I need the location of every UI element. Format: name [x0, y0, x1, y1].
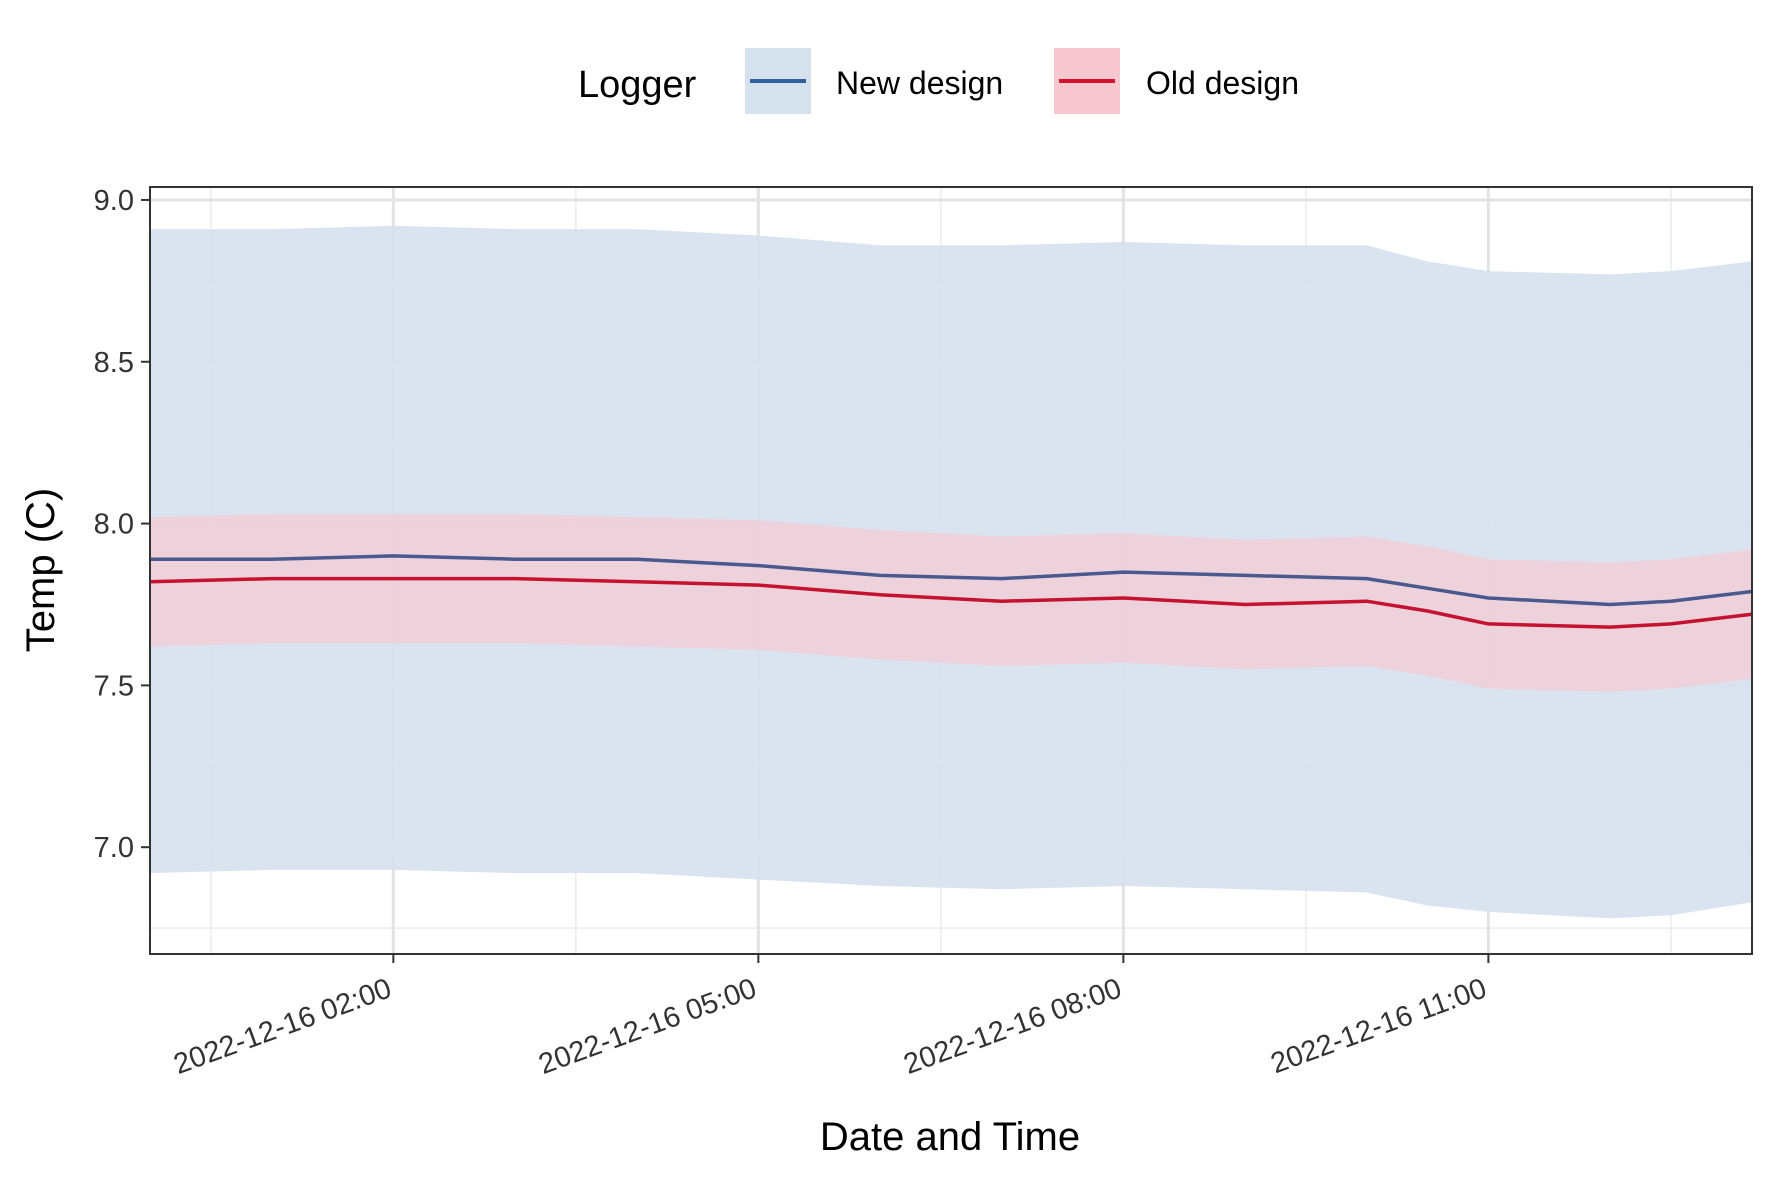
x-axis-title: Date and Time [820, 1115, 1080, 1159]
line-old-design [149, 576, 1753, 629]
y-tick-label: 8.5 [94, 347, 134, 379]
y-axis: 7.0 7.5 8.0 8.5 9.0 [94, 185, 150, 864]
line-new-design [150, 554, 1753, 607]
series-lines [149, 554, 1753, 629]
plot-area [149, 186, 1753, 955]
plot-border [149, 186, 1753, 955]
y-tick-label: 8.0 [94, 509, 134, 541]
legend: Logger New design Old design [578, 48, 1299, 114]
legend-title: Logger [578, 64, 697, 106]
legend-label-old-design: Old design [1146, 65, 1299, 101]
y-tick-label: 7.5 [94, 670, 134, 702]
legend-label-new-design: New design [836, 65, 1003, 101]
y-tick-label: 7.0 [94, 832, 134, 864]
y-tick-label: 9.0 [94, 185, 134, 217]
confidence-bands [150, 225, 1752, 919]
y-axis-title: Temp (C) [19, 488, 63, 652]
